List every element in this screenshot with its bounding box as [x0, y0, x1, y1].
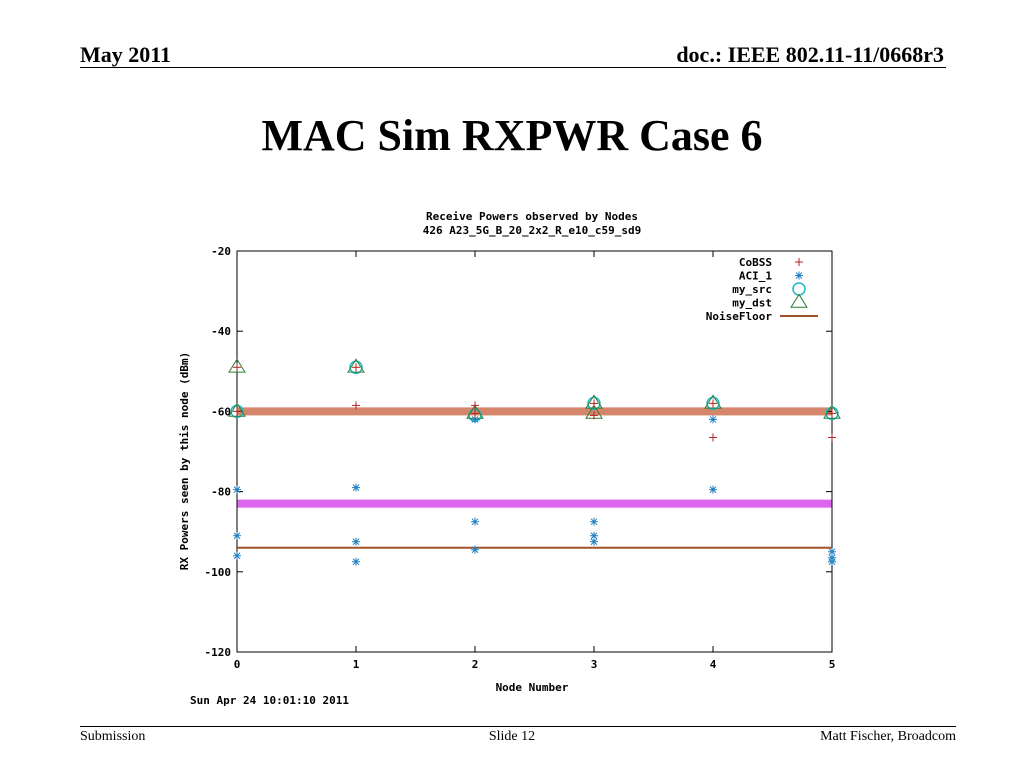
point-cobss	[233, 407, 241, 416]
highlight-band-0	[237, 407, 832, 416]
point-aci-1	[590, 517, 598, 526]
point-my-src	[230, 404, 244, 419]
point-my-dst	[585, 394, 603, 409]
point-aci-1	[352, 537, 360, 546]
legend-marker	[795, 258, 803, 266]
highlight-band-1	[237, 499, 832, 508]
legend-label: my_src	[732, 283, 772, 296]
point-my-dst	[228, 358, 246, 373]
x-tick-label: 2	[472, 658, 479, 671]
point-cobss	[352, 363, 360, 372]
rx-power-chart: Receive Powers observed by Nodes 426 A23…	[178, 210, 841, 707]
point-cobss	[828, 409, 836, 418]
legend-label: my_dst	[732, 297, 772, 310]
point-aci-1	[471, 517, 479, 526]
point-my-src	[349, 360, 363, 375]
y-tick-label: -80	[211, 486, 231, 499]
point-cobss	[471, 401, 479, 410]
legend-label: ACI_1	[739, 270, 772, 283]
footer-rule	[80, 726, 956, 727]
point-my-dst	[704, 394, 722, 409]
footer-author: Matt Fischer, Broadcom	[820, 729, 956, 744]
x-tick-label: 0	[234, 658, 241, 671]
y-tick-label: -120	[205, 646, 232, 659]
legend-marker	[795, 271, 803, 280]
point-my-src	[825, 406, 839, 421]
x-tick-label: 1	[353, 658, 360, 671]
chart-title: Receive Powers observed by Nodes	[426, 210, 638, 223]
header-doc-id: doc.: IEEE 802.11-11/0668r3	[676, 42, 944, 67]
slide-title: MAC Sim RXPWR Case 6	[261, 111, 763, 160]
point-cobss	[471, 409, 479, 418]
point-aci-1	[471, 545, 479, 554]
x-tick-label: 3	[591, 658, 598, 671]
chart-subtitle: 426 A23_5G_B_20_2x2_R_e10_c59_sd9	[423, 224, 642, 237]
point-aci-1	[590, 537, 598, 546]
point-cobss	[709, 433, 717, 442]
y-tick-label: -40	[211, 325, 231, 338]
point-cobss	[590, 411, 598, 420]
point-my-dst	[347, 358, 365, 373]
point-my-dst	[823, 404, 841, 419]
point-aci-1	[352, 483, 360, 492]
x-tick-label: 4	[710, 658, 717, 671]
legend-marker	[792, 282, 806, 296]
point-aci-1	[233, 531, 241, 540]
point-cobss	[352, 401, 360, 410]
point-aci-1	[709, 415, 717, 424]
point-aci-1	[709, 485, 717, 494]
point-aci-1	[828, 557, 836, 566]
legend-marker	[790, 293, 808, 308]
x-tick-label: 5	[829, 658, 836, 671]
y-tick-label: -100	[205, 566, 232, 579]
footer-slide-number: Slide 12	[488, 729, 536, 744]
point-aci-1	[352, 557, 360, 566]
point-cobss	[233, 363, 241, 372]
point-aci-1	[471, 415, 479, 424]
footer-submission: Submission	[80, 729, 146, 744]
header-rule	[80, 67, 946, 68]
point-aci-1	[233, 485, 241, 494]
point-my-src	[587, 396, 601, 411]
point-my-src	[706, 396, 720, 411]
x-axis-label: Node Number	[496, 681, 569, 694]
point-my-dst	[228, 402, 246, 417]
chart-timestamp: Sun Apr 24 10:01:10 2011	[190, 694, 349, 707]
plot-frame	[236, 250, 833, 653]
point-cobss	[828, 433, 836, 442]
chart-container: Receive Powers observed by Nodes 426 A23…	[160, 196, 860, 716]
point-cobss	[590, 399, 598, 408]
y-tick-label: -20	[211, 245, 231, 258]
legend-label: CoBSS	[739, 256, 772, 269]
point-aci-1	[233, 551, 241, 560]
y-axis-label: RX Powers seen by this node (dBm)	[178, 352, 191, 571]
header-date: May 2011	[80, 42, 172, 67]
legend-label: NoiseFloor	[706, 310, 773, 323]
point-cobss	[709, 399, 717, 408]
y-tick-label: -60	[211, 405, 231, 418]
